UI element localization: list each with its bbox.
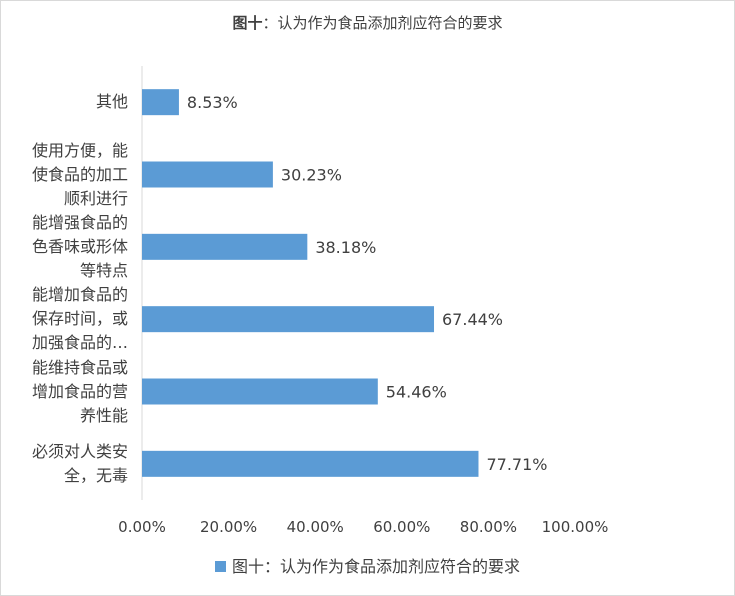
category-label-line: 增加食品的营 bbox=[31, 381, 128, 401]
x-tick-label: 0.00% bbox=[118, 518, 166, 536]
category-label-line: 色香味或形体 bbox=[31, 236, 128, 256]
x-tick-label: 60.00% bbox=[373, 518, 430, 536]
category-label-line: 必须对人类安 bbox=[31, 441, 128, 461]
category-label: 必须对人类安全，无毒 bbox=[0, 440, 128, 488]
x-tick-label: 80.00% bbox=[460, 518, 517, 536]
data-label: 77.71% bbox=[486, 455, 547, 474]
category-label-line: 使用方便，能 bbox=[31, 140, 128, 160]
chart-title: 图十：认为作为食品添加剂应符合的要求 bbox=[0, 12, 735, 33]
category-label: 能增强食品的 色香味或形体等特点 bbox=[0, 211, 128, 283]
category-label-line: 其他 bbox=[95, 92, 128, 112]
category-label-line: 保存时间，或 bbox=[31, 309, 128, 329]
category-label: 使用方便，能 使食品的加工顺利进行 bbox=[0, 139, 128, 211]
legend: 图十：认为作为食品添加剂应符合的要求 bbox=[0, 553, 735, 577]
category-label: 能增加食品的 保存时间，或 加强食品的… bbox=[0, 283, 128, 355]
category-label-line: 加强食品的… bbox=[31, 333, 128, 353]
data-label: 67.44% bbox=[442, 310, 503, 329]
data-label: 54.46% bbox=[386, 383, 447, 402]
category-label: 其他 bbox=[0, 90, 128, 114]
bar bbox=[142, 450, 479, 477]
data-label: 30.23% bbox=[281, 166, 342, 185]
legend-swatch bbox=[214, 561, 226, 572]
bar bbox=[142, 161, 273, 188]
category-label: 能维持食品或 增加食品的营养性能 bbox=[0, 356, 128, 428]
category-label-line: 顺利进行 bbox=[63, 188, 128, 208]
bar bbox=[142, 233, 308, 260]
data-label: 8.53% bbox=[187, 93, 238, 112]
category-label-line: 能增强食品的 bbox=[31, 212, 128, 232]
chart-title-text: ：认为作为食品添加剂应符合的要求 bbox=[262, 14, 503, 32]
x-tick-label: 20.00% bbox=[200, 518, 257, 536]
bar bbox=[142, 378, 378, 405]
legend-label: 图十：认为作为食品添加剂应符合的要求 bbox=[231, 557, 520, 576]
x-tick-label: 100.00% bbox=[542, 518, 609, 536]
x-tick-label: 40.00% bbox=[287, 518, 344, 536]
category-label-line: 能维持食品或 bbox=[31, 357, 128, 377]
category-label-line: 使食品的加工 bbox=[31, 164, 128, 184]
category-label-line: 全，无毒 bbox=[63, 465, 128, 485]
category-label-line: 能增加食品的 bbox=[31, 285, 128, 305]
category-label-line: 养性能 bbox=[79, 405, 128, 425]
bar bbox=[142, 306, 435, 333]
bar bbox=[142, 89, 179, 116]
data-label: 38.18% bbox=[315, 238, 376, 257]
chart-title-prefix: 图十 bbox=[232, 14, 263, 32]
category-label-line: 等特点 bbox=[79, 260, 128, 280]
